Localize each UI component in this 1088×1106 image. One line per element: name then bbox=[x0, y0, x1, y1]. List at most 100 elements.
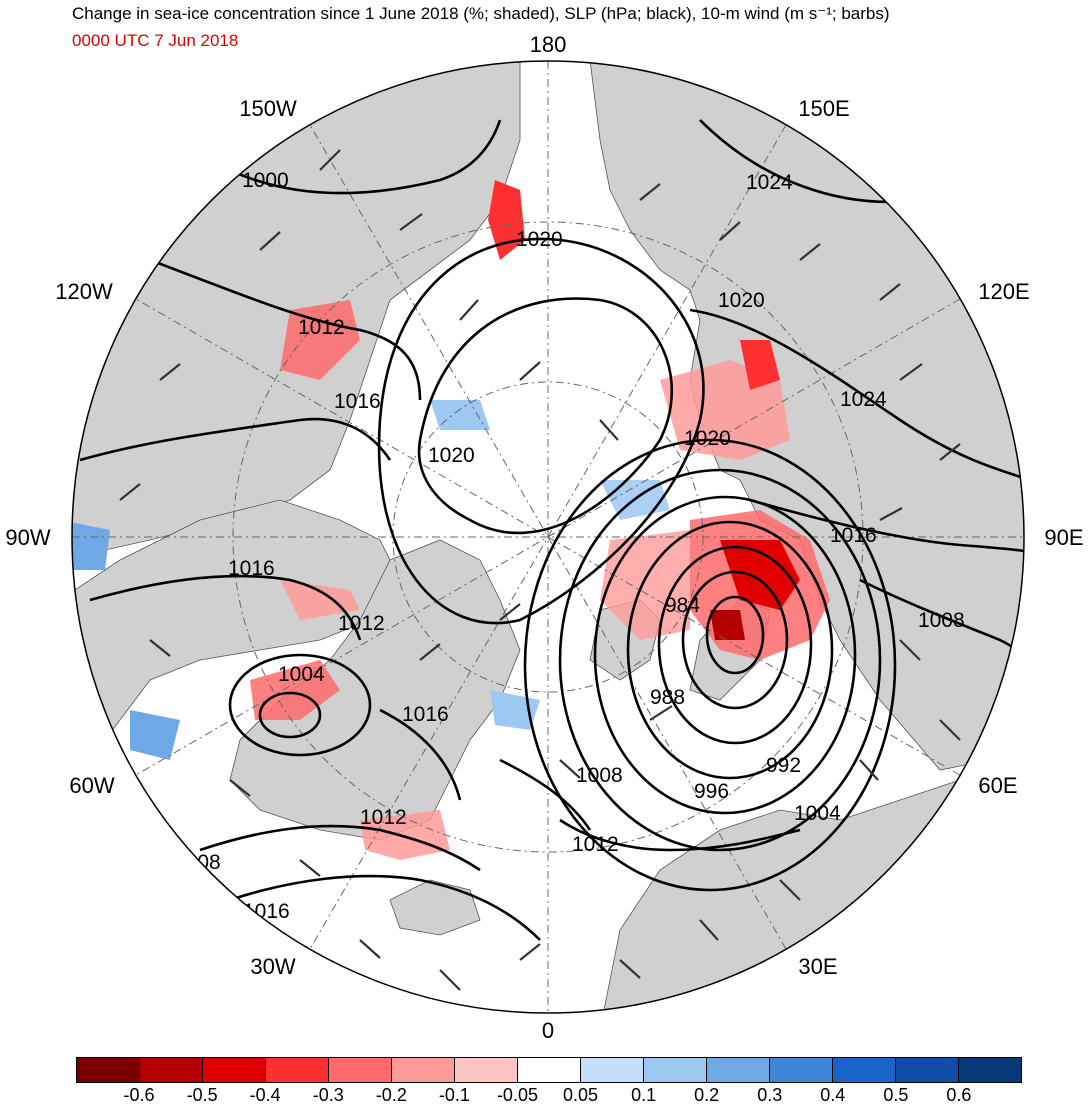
colorbar-tick-label: 0.05 bbox=[563, 1085, 599, 1105]
colorbar-tick-label: -0.3 bbox=[312, 1085, 344, 1105]
lon-label-0: 0 bbox=[542, 1018, 554, 1043]
slp-contour bbox=[523, 438, 897, 892]
slp-contour bbox=[79, 417, 392, 462]
lon-label-150e: 150E bbox=[798, 96, 849, 121]
wind-barb bbox=[259, 231, 281, 251]
landmass-iceland bbox=[389, 879, 481, 936]
slp-contour bbox=[199, 824, 481, 872]
wind-barb bbox=[649, 705, 673, 721]
ice-gain-patch bbox=[130, 710, 180, 760]
slp-contour bbox=[705, 595, 765, 675]
colorbar-swatch bbox=[77, 1058, 140, 1082]
colorbar-swatch bbox=[707, 1058, 770, 1082]
wind-barb bbox=[879, 507, 903, 521]
slp-contour bbox=[626, 520, 834, 780]
wind-barb bbox=[859, 759, 879, 781]
lon-label-120e: 120E bbox=[978, 279, 1029, 304]
slp-contour bbox=[681, 570, 789, 710]
slp-contour bbox=[379, 708, 462, 801]
lon-label-60e: 60E bbox=[978, 773, 1017, 798]
wind-barb bbox=[159, 363, 181, 381]
slp-label: 1016 bbox=[402, 703, 449, 726]
slp-contour bbox=[209, 119, 502, 195]
slp-label: 1020 bbox=[516, 228, 563, 251]
slp-label: 1020 bbox=[428, 444, 475, 467]
slp-labels: 1000 1024 1020 1012 1020 1016 1020 1024 … bbox=[174, 169, 965, 923]
slp-contour bbox=[417, 297, 674, 535]
slp-label: 1024 bbox=[840, 388, 887, 411]
wind-barb bbox=[229, 779, 251, 797]
slp-contour bbox=[229, 874, 541, 941]
slp-contour bbox=[657, 545, 813, 745]
colorbar-tick-label: -0.5 bbox=[186, 1085, 218, 1105]
map-border bbox=[71, 60, 1025, 1014]
slp-label: 1012 bbox=[338, 612, 385, 635]
wind-barb bbox=[519, 361, 541, 381]
wind-barb bbox=[519, 943, 541, 961]
slp-label: 1020 bbox=[718, 289, 765, 312]
slp-label: 1004 bbox=[794, 802, 841, 825]
map-title: Change in sea-ice concentration since 1 … bbox=[72, 4, 890, 23]
wind-barb bbox=[599, 419, 619, 441]
ice-loss-patch bbox=[740, 340, 780, 390]
colorbar-tick-label: 0.6 bbox=[946, 1085, 972, 1105]
slp-contour bbox=[859, 578, 1024, 671]
colorbar-swatch bbox=[644, 1058, 707, 1082]
ice-loss-patch bbox=[720, 540, 800, 610]
lon-label-60w: 60W bbox=[69, 773, 114, 798]
slp-label: 1008 bbox=[918, 609, 965, 632]
colorbar-tick-labels: -0.6 -0.5 -0.4 -0.3 -0.2 -0.1 -0.05 0.05 0.1 0.2 0… bbox=[76, 1085, 1022, 1105]
colorbar-tick-label: 0.5 bbox=[883, 1085, 909, 1105]
slp-label: 1012 bbox=[572, 833, 619, 856]
lon-label-30w: 30W bbox=[250, 954, 295, 979]
wind-barb bbox=[419, 643, 441, 661]
wind-barb bbox=[359, 939, 381, 959]
colorbar-tick-label: -0.05 bbox=[496, 1085, 538, 1105]
wind-barb bbox=[799, 243, 821, 261]
slp-label: 1012 bbox=[360, 806, 407, 829]
wind-barb bbox=[779, 879, 801, 901]
slp-contours bbox=[79, 119, 1024, 941]
wind-barb bbox=[899, 363, 923, 381]
slp-label: 1008 bbox=[576, 764, 623, 787]
wind-barb bbox=[119, 483, 141, 501]
colorbar-tick-label: 0.4 bbox=[820, 1085, 846, 1105]
slp-label: 988 bbox=[650, 686, 685, 709]
colorbar-swatch bbox=[959, 1058, 1021, 1082]
slp-contour bbox=[593, 495, 857, 815]
ice-loss-patch bbox=[280, 300, 360, 380]
slp-contour bbox=[228, 653, 372, 757]
wind-barb bbox=[719, 221, 741, 241]
lon-label-90e: 90E bbox=[1044, 525, 1083, 550]
wind-barb bbox=[499, 603, 521, 621]
slp-contour bbox=[558, 468, 882, 852]
colorbar-swatch bbox=[392, 1058, 455, 1082]
lon-label-90w: 90W bbox=[5, 525, 50, 550]
colorbar-swatch bbox=[203, 1058, 266, 1082]
wind-barb bbox=[319, 149, 341, 171]
colorbar-tick-label: -0.1 bbox=[438, 1085, 470, 1105]
lon-label-150w: 150W bbox=[239, 96, 297, 121]
polar-map: 1000 1024 1020 1012 1020 1016 1020 1024 … bbox=[5, 32, 1083, 1043]
slp-label: 992 bbox=[766, 754, 801, 777]
slp-contour bbox=[89, 574, 362, 641]
slp-label: 1016 bbox=[243, 900, 290, 923]
colorbar-tick-label: 0.3 bbox=[757, 1085, 783, 1105]
colorbar-swatch bbox=[833, 1058, 896, 1082]
slp-contour bbox=[258, 691, 322, 739]
slp-label: 996 bbox=[694, 780, 729, 803]
slp-label: 984 bbox=[665, 594, 700, 617]
slp-label: 1012 bbox=[298, 316, 345, 339]
slp-label: 1024 bbox=[746, 171, 793, 194]
wind-barb bbox=[879, 283, 901, 301]
wind-barb bbox=[939, 719, 961, 741]
colorbar-swatch bbox=[329, 1058, 392, 1082]
wind-barb bbox=[899, 639, 921, 661]
slp-label: 1016 bbox=[228, 557, 275, 580]
wind-barb bbox=[149, 639, 171, 657]
wind-barb bbox=[699, 919, 719, 941]
slp-contour bbox=[689, 308, 1024, 482]
ice-loss-patch bbox=[710, 610, 745, 640]
colorbar-tick-label: -0.4 bbox=[249, 1085, 281, 1105]
slp-contour bbox=[377, 237, 705, 625]
